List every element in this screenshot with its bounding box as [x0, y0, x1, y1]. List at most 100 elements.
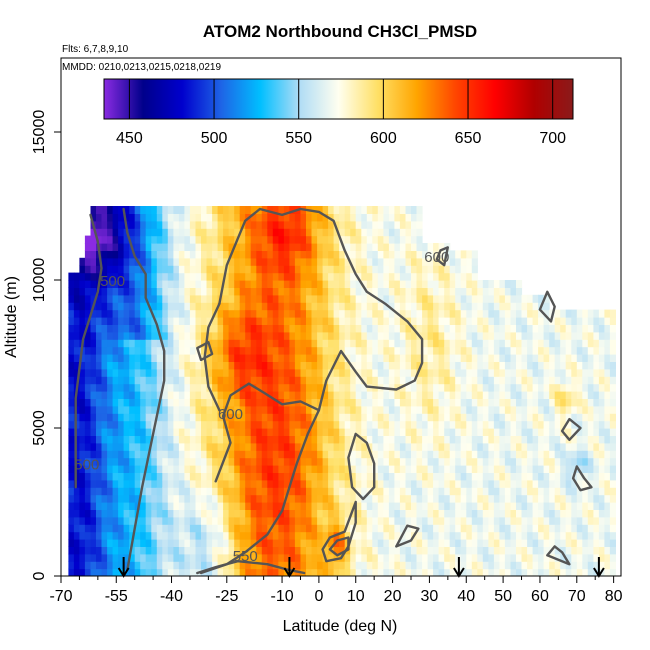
heatmap-cell: [79, 568, 86, 576]
heatmap-cell: [333, 398, 340, 407]
heatmap-cell: [107, 250, 114, 259]
heatmap-cell: [366, 465, 373, 473]
heatmap-cell: [140, 257, 147, 266]
heatmap-cell: [543, 346, 550, 355]
heatmap-cell: [84, 539, 91, 547]
heatmap-cell: [73, 509, 80, 518]
heatmap-cell: [212, 302, 219, 311]
heatmap-cell: [571, 339, 578, 348]
heatmap-cell: [471, 494, 478, 503]
heatmap-cell: [405, 516, 412, 525]
heatmap-cell: [134, 368, 141, 377]
heatmap-cell: [554, 317, 561, 325]
heatmap-cell: [499, 331, 506, 340]
heatmap-cell: [482, 435, 489, 444]
heatmap-cell: [333, 280, 340, 288]
heatmap-cell: [278, 376, 285, 385]
heatmap-cell: [96, 472, 103, 481]
heatmap-cell: [527, 516, 534, 525]
heatmap-cell: [101, 324, 108, 333]
heatmap-cell: [493, 442, 500, 451]
heatmap-cell: [101, 457, 108, 466]
heatmap-cell: [366, 280, 373, 288]
heatmap-cell: [294, 405, 301, 414]
heatmap-cell: [576, 465, 583, 473]
heatmap-cell: [571, 383, 578, 392]
heatmap-cell: [422, 568, 429, 576]
heatmap-cell: [107, 413, 114, 422]
heatmap-cell: [422, 376, 429, 385]
heatmap-cell: [399, 428, 406, 436]
heatmap-cell: [504, 435, 511, 444]
heatmap-cell: [587, 450, 594, 459]
heatmap-cell: [361, 354, 368, 362]
heatmap-cell: [350, 235, 357, 244]
heatmap-cell: [527, 487, 534, 496]
heatmap-cell: [294, 413, 301, 422]
heatmap-cell: [422, 516, 429, 525]
heatmap-cell: [245, 346, 252, 355]
heatmap-cell: [471, 302, 478, 311]
heatmap-cell: [118, 354, 125, 362]
heatmap-cell: [267, 368, 274, 377]
heatmap-cell: [355, 405, 362, 414]
heatmap-cell: [543, 302, 550, 311]
heatmap-cell: [311, 435, 318, 444]
heatmap-cell: [239, 568, 246, 576]
heatmap-cell: [466, 420, 473, 429]
heatmap-cell: [267, 302, 274, 311]
heatmap-cell: [383, 331, 390, 340]
heatmap-cell: [504, 368, 511, 377]
heatmap-cell: [582, 383, 589, 392]
heatmap-cell: [84, 391, 91, 399]
heatmap-cell: [455, 257, 462, 266]
heatmap-cell: [223, 361, 230, 370]
heatmap-cell: [311, 553, 318, 562]
heatmap-cell: [79, 435, 86, 444]
heatmap-cell: [416, 280, 423, 288]
heatmap-cell: [444, 354, 451, 362]
heatmap-cell: [361, 561, 368, 570]
heatmap-cell: [256, 228, 263, 237]
heatmap-cell: [294, 302, 301, 311]
heatmap-cell: [250, 524, 257, 533]
heatmap-cell: [206, 324, 213, 333]
heatmap-cell: [504, 479, 511, 488]
heatmap-cell: [107, 376, 114, 385]
heatmap-cell: [510, 472, 517, 481]
heatmap-cell: [294, 250, 301, 259]
heatmap-cell: [328, 442, 335, 451]
heatmap-cell: [162, 220, 169, 229]
heatmap-cell: [582, 479, 589, 488]
heatmap-cell: [394, 383, 401, 392]
heatmap-cell: [388, 391, 395, 399]
heatmap-cell: [532, 391, 539, 399]
heatmap-cell: [90, 553, 97, 562]
heatmap-cell: [79, 524, 86, 533]
heatmap-cell: [156, 354, 163, 362]
heatmap-cell: [317, 539, 324, 547]
heatmap-cell: [306, 405, 313, 414]
heatmap-cell: [156, 361, 163, 370]
heatmap-cell: [493, 502, 500, 510]
heatmap-cell: [217, 265, 224, 274]
heatmap-cell: [355, 294, 362, 303]
heatmap-cell: [493, 465, 500, 473]
heatmap-cell: [101, 472, 108, 481]
heatmap-cell: [521, 568, 528, 576]
heatmap-cell: [328, 561, 335, 570]
heatmap-cell: [339, 324, 346, 333]
heatmap-cell: [250, 546, 257, 555]
heatmap-cell: [306, 531, 313, 540]
heatmap-cell: [433, 413, 440, 422]
heatmap-cell: [317, 420, 324, 429]
heatmap-cell: [234, 280, 241, 288]
heatmap-cell: [504, 450, 511, 459]
heatmap-cell: [322, 250, 329, 259]
heatmap-cell: [112, 502, 119, 510]
heatmap-cell: [571, 354, 578, 362]
heatmap-cell: [471, 568, 478, 576]
heatmap-cell: [118, 442, 125, 451]
heatmap-cell: [283, 450, 290, 459]
heatmap-cell: [399, 243, 406, 251]
